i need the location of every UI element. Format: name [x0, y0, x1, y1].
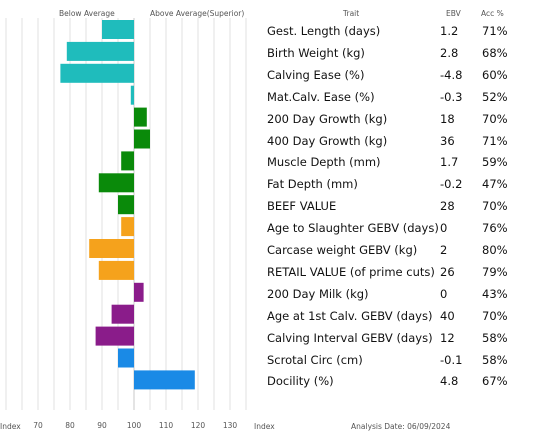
above-average-label: Above Average(Superior) — [150, 9, 245, 18]
index-bar — [134, 282, 144, 302]
accuracy-value: 58% — [482, 352, 508, 367]
trait-label: 200 Day Growth (kg) — [267, 111, 388, 126]
index-bar — [111, 304, 134, 324]
trait-label: BEEF VALUE — [267, 199, 337, 214]
ebv-value: 40 — [440, 308, 455, 323]
trait-label: Scrotal Circ (cm) — [267, 352, 363, 367]
accuracy-value: 47% — [482, 177, 508, 192]
ebv-value: -0.1 — [440, 352, 463, 367]
ebv-value: 1.2 — [440, 24, 459, 38]
index-bar — [89, 239, 134, 258]
trait-label: Calving Interval GEBV (days) — [267, 330, 433, 345]
trait-label: RETAIL VALUE (of prime cuts) — [267, 264, 435, 279]
ebv-value: 2.8 — [440, 45, 459, 60]
below-average-label: Below Average — [59, 9, 115, 18]
ebv-value: 1.7 — [440, 155, 459, 170]
ebv-value: 2 — [440, 243, 448, 257]
accuracy-value: 80% — [482, 243, 508, 257]
ebv-value: 36 — [440, 133, 455, 148]
accuracy-value: 70% — [482, 111, 508, 126]
trait-label: Carcase weight GEBV (kg) — [267, 243, 418, 257]
accuracy-value: 67% — [482, 374, 508, 389]
index-bar — [130, 85, 134, 105]
ebv-value: -0.2 — [440, 177, 463, 192]
accuracy-value: 52% — [482, 89, 508, 104]
index-bar — [118, 195, 134, 215]
trait-column-header: Trait — [343, 9, 360, 18]
analysis-date: Analysis Date: 06/09/2024 — [351, 422, 451, 431]
accuracy-value: 59% — [482, 155, 508, 170]
x-tick-label: 130 — [223, 421, 238, 430]
x-tick-label: 90 — [97, 421, 107, 430]
index-bar — [95, 326, 134, 346]
trait-label: Age at 1st Calv. GEBV (days) — [267, 308, 433, 323]
ebv-value: 0 — [440, 286, 448, 301]
index-bar — [121, 151, 134, 171]
trait-label: 200 Day Milk (kg) — [267, 286, 369, 301]
x-tick-label: 80 — [65, 421, 75, 430]
trait-label: Age to Slaughter GEBV (days) — [267, 221, 439, 236]
index-bar — [134, 129, 150, 149]
trait-label: Gest. Length (days) — [267, 24, 381, 38]
index-bar — [118, 348, 134, 368]
ebv-value: -0.3 — [440, 89, 463, 104]
ebv-column-header: EBV — [446, 9, 461, 18]
accuracy-value: 60% — [482, 67, 508, 82]
trait-label: Mat.Calv. Ease (%) — [267, 89, 375, 104]
acc-column-header: Acc % — [481, 9, 504, 18]
trait-label: Docility (%) — [267, 374, 334, 389]
trait-label: Birth Weight (kg) — [267, 45, 365, 60]
x-tick-label: 120 — [191, 421, 206, 430]
index-bar — [98, 260, 134, 280]
accuracy-value: 76% — [482, 221, 508, 236]
accuracy-value: 58% — [482, 330, 508, 345]
ebv-value: 18 — [440, 111, 455, 126]
accuracy-value: 71% — [482, 133, 508, 148]
index-bar — [66, 41, 134, 61]
trait-label: Muscle Depth (mm) — [267, 155, 381, 170]
accuracy-value: 70% — [482, 308, 508, 323]
ebv-value: 26 — [440, 264, 455, 279]
trait-label: 400 Day Growth (kg) — [267, 133, 388, 148]
index-bar — [121, 217, 134, 237]
accuracy-value: 79% — [482, 264, 508, 279]
index-bar — [98, 173, 134, 193]
ebv-value: 0 — [440, 221, 448, 236]
index-bar — [134, 370, 195, 390]
accuracy-value: 71% — [482, 24, 508, 38]
trait-label: Calving Ease (%) — [267, 67, 365, 82]
accuracy-value: 43% — [482, 286, 508, 301]
trait-label: Fat Depth (mm) — [267, 177, 358, 192]
accuracy-value: 70% — [482, 199, 508, 214]
index-bar — [134, 107, 147, 127]
index-axis-label-left: Index — [0, 422, 21, 431]
x-tick-label: 70 — [33, 421, 43, 430]
ebv-value: 4.8 — [440, 374, 459, 389]
index-axis-label-right: Index — [254, 422, 275, 431]
index-bar — [102, 20, 134, 39]
x-tick-label: 110 — [159, 421, 174, 430]
ebv-value: -4.8 — [440, 67, 463, 82]
accuracy-value: 68% — [482, 45, 508, 60]
ebv-value: 28 — [440, 199, 455, 214]
x-tick-label: 100 — [127, 421, 142, 430]
ebv-value: 12 — [440, 330, 455, 345]
index-bar — [60, 63, 134, 83]
